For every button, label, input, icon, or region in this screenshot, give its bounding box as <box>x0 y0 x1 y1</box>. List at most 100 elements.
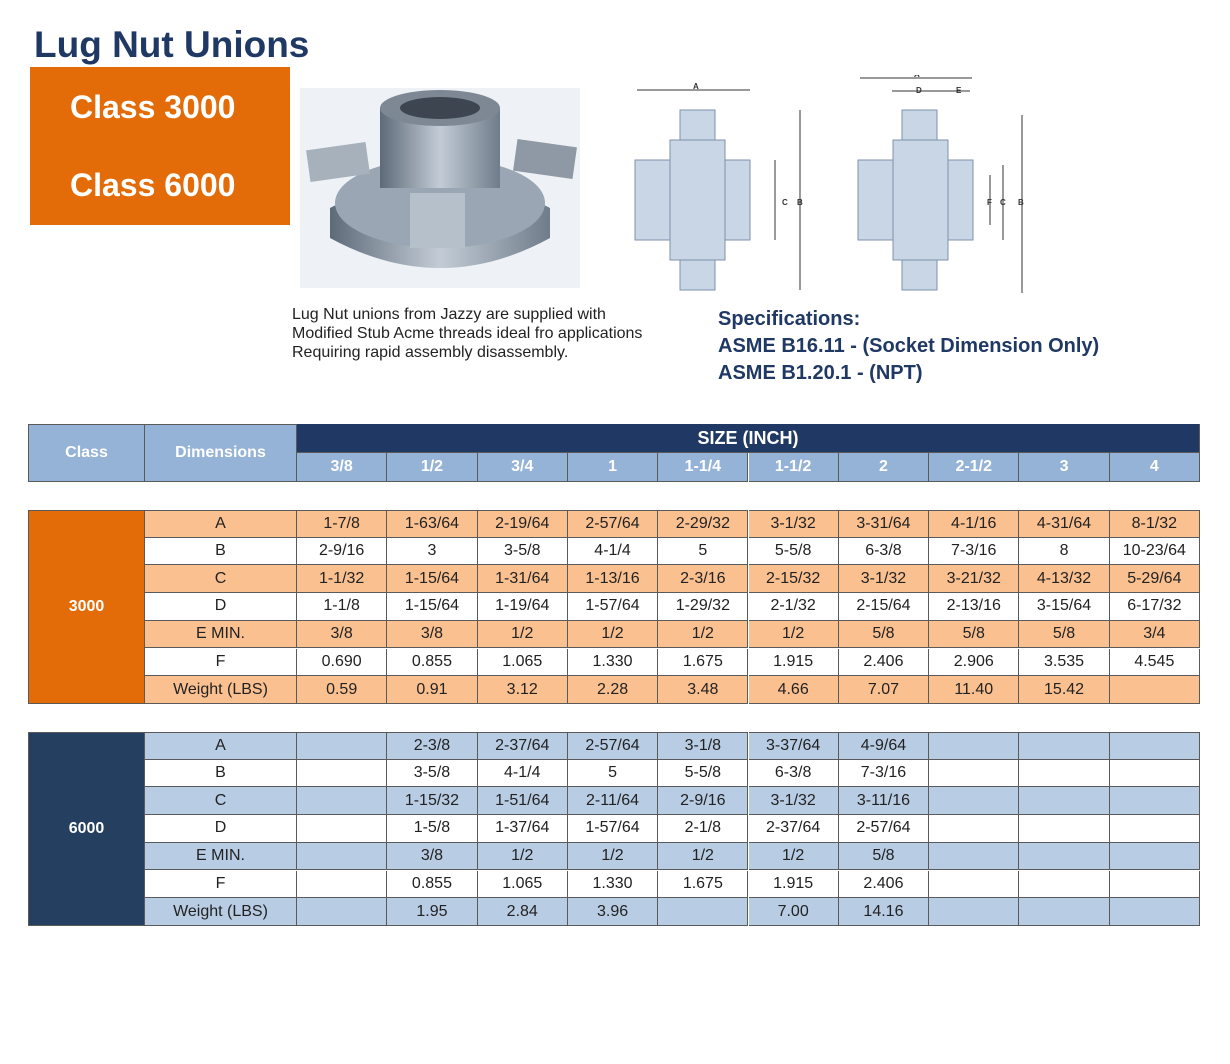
row-label: E MIN. <box>145 842 297 871</box>
description-line: Lug Nut unions from Jazzy are supplied w… <box>292 306 606 323</box>
table-cell: 1/2 <box>748 842 839 871</box>
size-header-cell: 1-1/2 <box>748 453 839 482</box>
table-cell: 7-3/16 <box>838 759 930 788</box>
table-cell: 2-9/16 <box>658 787 749 816</box>
table-cell: 8-1/32 <box>1109 510 1200 538</box>
dimensions-header: Dimensions <box>145 424 297 482</box>
table-cell: 15.42 <box>1019 676 1110 704</box>
dimension-diagrams: A C B A D E F C B <box>634 75 1024 293</box>
table-cell <box>1019 870 1110 899</box>
table-cell: 2.84 <box>477 898 568 926</box>
class-header: Class <box>28 424 145 482</box>
table-cell: 1.330 <box>567 870 659 899</box>
table-cell: 2-15/32 <box>748 565 839 594</box>
table-cell: 1-57/64 <box>567 593 659 621</box>
table-cell: 1-57/64 <box>567 815 659 843</box>
row-label: A <box>145 732 297 760</box>
table-cell: 5 <box>567 759 659 788</box>
dim-label: A <box>693 82 699 91</box>
table-cell: 1/2 <box>748 620 839 649</box>
size-header-cell: 3/4 <box>477 453 568 482</box>
size-header-cell: 1 <box>567 453 659 482</box>
table-cell: 6-3/8 <box>748 759 839 788</box>
description-line: Modified Stub Acme threads ideal fro app… <box>292 325 643 342</box>
table-cell: 1-63/64 <box>387 510 478 538</box>
table-cell: 2.406 <box>838 648 930 677</box>
spec-line: ASME B1.20.1 - (NPT) <box>718 362 923 384</box>
table-cell: 2-1/32 <box>748 593 839 621</box>
dim-label: C <box>1000 198 1006 207</box>
table-cell: 1.915 <box>748 870 839 899</box>
table-cell: 2-57/64 <box>567 732 659 760</box>
table-cell: 1-5/8 <box>387 815 478 843</box>
table-cell: 1.330 <box>567 648 659 677</box>
table-cell: 4.66 <box>748 676 839 704</box>
table-cell: 3-1/32 <box>838 565 930 594</box>
table-cell: 3-37/64 <box>748 732 839 760</box>
table-cell <box>1019 759 1110 788</box>
row-label: F <box>145 648 297 677</box>
table-cell: 3-21/32 <box>929 565 1020 594</box>
table-cell: 1/2 <box>658 842 749 871</box>
table-cell: 1-51/64 <box>477 787 568 816</box>
dim-label: B <box>797 198 803 207</box>
table-cell: 11.40 <box>929 676 1020 704</box>
table-cell: 1-15/64 <box>387 565 478 594</box>
class-cell: 3000 <box>28 510 145 704</box>
table-cell: 5-29/64 <box>1109 565 1200 594</box>
table-cell: 4-1/16 <box>929 510 1020 538</box>
class-label: Class 6000 <box>70 167 236 203</box>
table-cell: 2-11/64 <box>567 787 659 816</box>
row-label: E MIN. <box>145 620 297 649</box>
table-cell <box>297 787 388 816</box>
table-cell: 2-13/16 <box>929 593 1020 621</box>
table-cell: 0.91 <box>387 676 478 704</box>
description: Lug Nut unions from Jazzy are supplied w… <box>292 305 642 362</box>
table-cell: 2-15/64 <box>838 593 930 621</box>
table-cell <box>1019 787 1110 816</box>
table-cell: 3/8 <box>387 842 478 871</box>
specifications: Specifications: ASME B16.11 - (Socket Di… <box>718 306 1099 387</box>
table-cell: 5/8 <box>929 620 1020 649</box>
table-cell: 8 <box>1019 537 1110 566</box>
table-cell: 3-1/32 <box>748 787 839 816</box>
table-cell <box>297 842 388 871</box>
row-label: B <box>145 537 297 566</box>
size-header-cell: 2 <box>838 453 930 482</box>
table-cell: 1.95 <box>387 898 478 926</box>
table-cell <box>1109 815 1200 843</box>
table-cell: 3.48 <box>658 676 749 704</box>
size-header-cell: 1-1/4 <box>658 453 749 482</box>
row-label: A <box>145 510 297 538</box>
table-cell: 14.16 <box>838 898 930 926</box>
class-cell: 6000 <box>28 732 145 926</box>
table-cell: 1-15/32 <box>387 787 478 816</box>
description-line: Requiring rapid assembly disassembly. <box>292 344 569 361</box>
spec-line: ASME B16.11 - (Socket Dimension Only) <box>718 335 1100 357</box>
table-cell: 1-19/64 <box>477 593 568 621</box>
table-cell: 2-29/32 <box>658 510 749 538</box>
table-cell: 2-19/64 <box>477 510 568 538</box>
row-label: B <box>145 759 297 788</box>
table-cell: 3-31/64 <box>838 510 930 538</box>
table-cell: 3.12 <box>477 676 568 704</box>
table-cell: 0.855 <box>387 870 478 899</box>
dim-label: F <box>987 198 992 207</box>
dim-label: E <box>956 86 962 95</box>
table-cell: 3 <box>387 537 478 566</box>
dim-label: A <box>914 75 920 79</box>
table-cell: 0.690 <box>297 648 388 677</box>
row-label: Weight (LBS) <box>145 676 297 704</box>
table-cell: 4-31/64 <box>1019 510 1110 538</box>
table-cell: 2-3/8 <box>387 732 478 760</box>
table-cell <box>297 759 388 788</box>
table-cell <box>929 898 1020 926</box>
dim-label: D <box>916 86 922 95</box>
table-cell <box>929 842 1020 871</box>
class-label: Class 3000 <box>70 89 236 125</box>
table-cell: 1.675 <box>658 648 749 677</box>
table-cell <box>1019 842 1110 871</box>
table-cell <box>1109 842 1200 871</box>
table-cell: 5/8 <box>1019 620 1110 649</box>
